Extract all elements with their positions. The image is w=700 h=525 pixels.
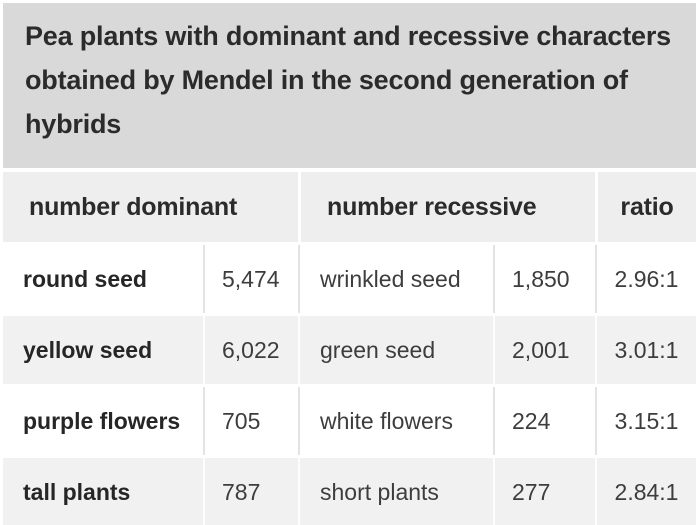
- table-title-block: Pea plants with dominant and recessive c…: [3, 3, 696, 168]
- mendel-results-table: number dominant number recessive ratio r…: [3, 169, 697, 525]
- header-ratio: ratio: [595, 172, 697, 242]
- cell-ratio: 2.84:1: [595, 458, 697, 525]
- table-title: Pea plants with dominant and recessive c…: [25, 21, 671, 139]
- cell-recessive-trait: green seed: [298, 316, 494, 384]
- cell-recessive-count: 224: [493, 387, 596, 455]
- table-row: purple flowers 705 white flowers 224 3.1…: [3, 387, 697, 455]
- header-number-recessive: number recessive: [298, 172, 596, 242]
- cell-dominant-trait: round seed: [3, 245, 203, 313]
- cell-recessive-trait: short plants: [298, 458, 494, 525]
- cell-dominant-count: 787: [203, 458, 299, 525]
- cell-recessive-trait: wrinkled seed: [298, 245, 494, 313]
- cell-ratio: 3.01:1: [595, 316, 697, 384]
- table-row: yellow seed 6,022 green seed 2,001 3.01:…: [3, 316, 697, 384]
- cell-recessive-trait: white flowers: [298, 387, 494, 455]
- cell-dominant-trait: tall plants: [3, 458, 203, 525]
- cell-ratio: 3.15:1: [595, 387, 697, 455]
- cell-dominant-trait: purple flowers: [3, 387, 203, 455]
- cell-recessive-count: 2,001: [493, 316, 596, 384]
- cell-recessive-count: 277: [493, 458, 596, 525]
- header-number-dominant: number dominant: [3, 172, 299, 242]
- table-row: tall plants 787 short plants 277 2.84:1: [3, 458, 697, 525]
- header-row: number dominant number recessive ratio: [3, 172, 697, 242]
- cell-recessive-count: 1,850: [493, 245, 596, 313]
- cell-dominant-trait: yellow seed: [3, 316, 203, 384]
- table-row: round seed 5,474 wrinkled seed 1,850 2.9…: [3, 245, 697, 313]
- cell-dominant-count: 705: [203, 387, 299, 455]
- cell-dominant-count: 5,474: [203, 245, 299, 313]
- cell-dominant-count: 6,022: [203, 316, 299, 384]
- cell-ratio: 2.96:1: [595, 245, 697, 313]
